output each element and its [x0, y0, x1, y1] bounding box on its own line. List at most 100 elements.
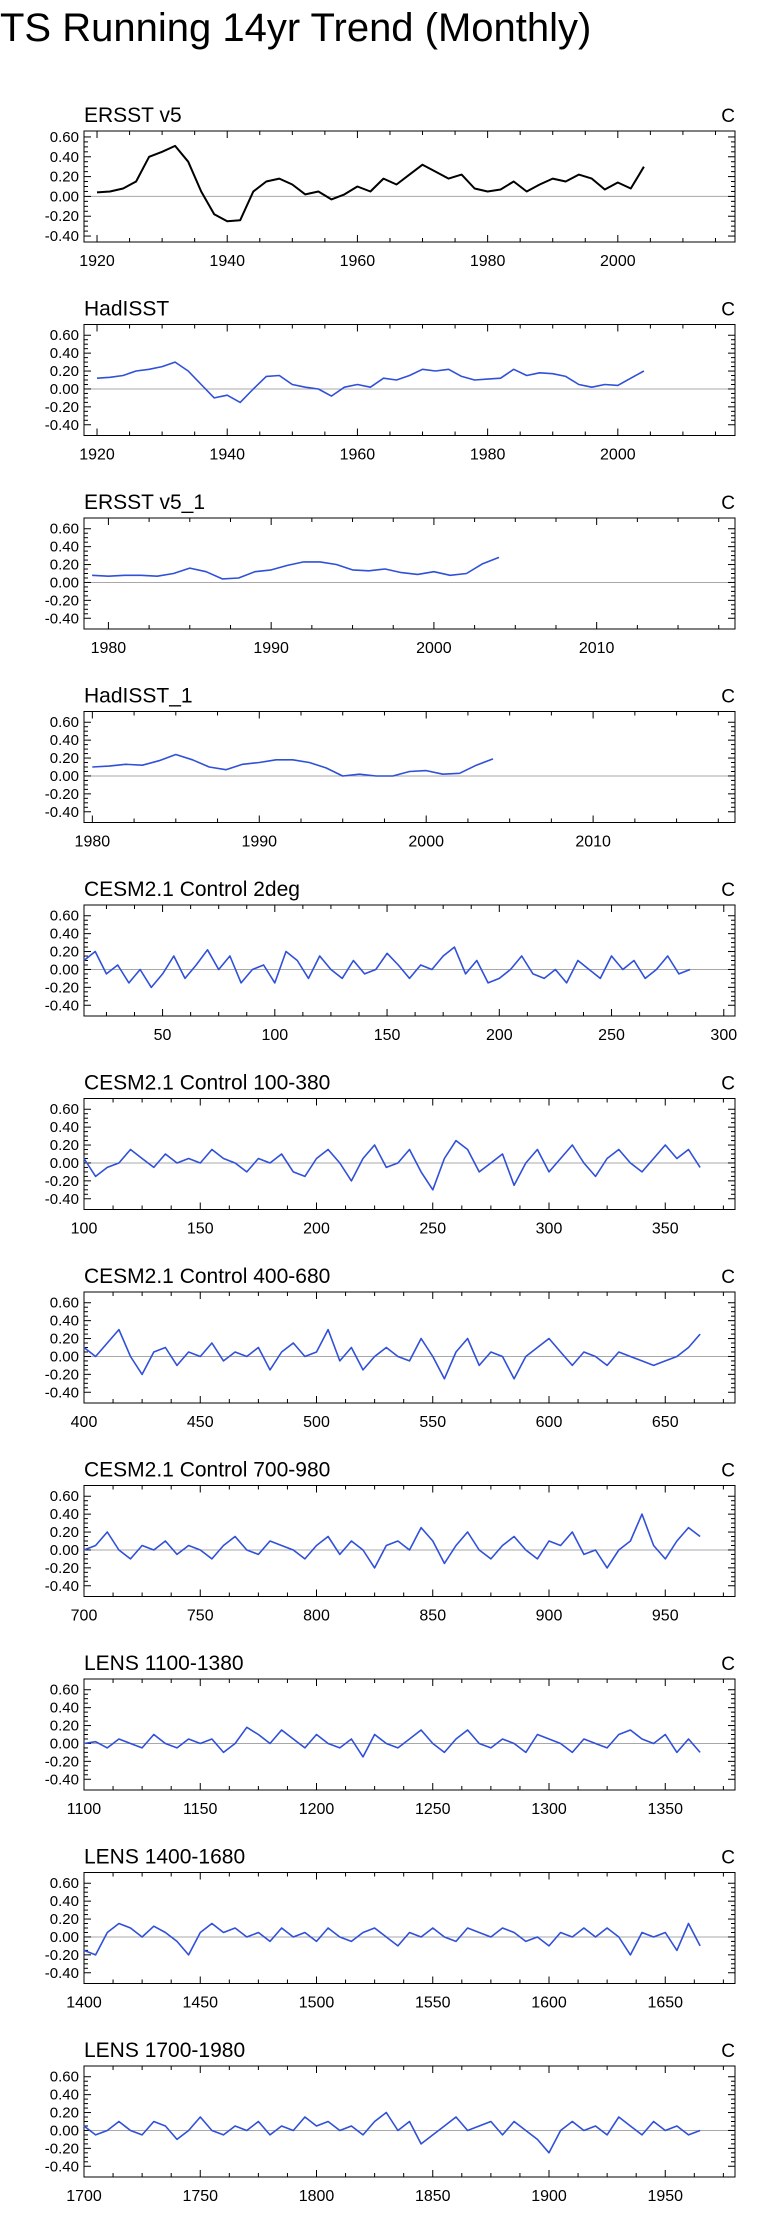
panel-title: HadISST: [84, 298, 169, 321]
x-tick-label: 150: [374, 1027, 401, 1044]
y-tick-label: 0.60: [50, 129, 79, 146]
x-tick-label: 1650: [647, 1995, 683, 2012]
y-tick-label: -0.40: [45, 1771, 79, 1788]
y-tick-label: -0.20: [45, 1173, 79, 1190]
y-tick-label: -0.20: [45, 1947, 79, 1964]
y-tick-label: -0.20: [45, 1753, 79, 1770]
y-tick-label: 0.40: [50, 1700, 79, 1717]
x-tick-label: 1900: [531, 2188, 567, 2205]
x-tick-label: 100: [71, 1221, 98, 1238]
y-tick-label: 0.40: [50, 345, 79, 362]
x-tick-label: 350: [652, 1221, 679, 1238]
units-label: C: [721, 1267, 735, 1288]
y-tick-label: 0.40: [50, 149, 79, 166]
x-tick-label: 1980: [91, 640, 127, 657]
y-tick-label: -0.20: [45, 979, 79, 996]
x-tick-label: 1150: [183, 1801, 218, 1818]
y-tick-label: -0.40: [45, 2158, 79, 2175]
x-tick-label: 1700: [66, 2188, 102, 2205]
y-tick-label: 0.60: [50, 1875, 79, 1892]
x-tick-label: 2000: [408, 834, 444, 851]
y-tick-label: -0.40: [45, 804, 79, 821]
x-tick-label: 300: [536, 1221, 563, 1238]
y-tick-label: 0.20: [50, 1718, 79, 1735]
x-tick-label: 650: [652, 1414, 679, 1431]
y-tick-label: -0.20: [45, 1366, 79, 1383]
units-label: C: [721, 1654, 735, 1675]
y-tick-label: 0.00: [50, 1929, 79, 1946]
y-tick-label: -0.20: [45, 786, 79, 803]
x-tick-label: 1980: [75, 834, 111, 851]
x-tick-label: 700: [71, 1608, 98, 1625]
x-tick-label: 950: [652, 1608, 679, 1625]
units-label: C: [721, 300, 735, 321]
panel-title: LENS 1100-1380: [84, 1652, 244, 1675]
y-tick-label: 0.00: [50, 2122, 79, 2139]
x-tick-label: 1800: [299, 2188, 335, 2205]
plot-frame: [83, 711, 736, 823]
y-tick-label: -0.40: [45, 417, 79, 434]
panel-title: LENS 1700-1980: [84, 2039, 245, 2062]
x-tick-label: 1960: [340, 253, 376, 270]
plot-frame: [83, 517, 736, 630]
series-line: [92, 556, 500, 580]
x-tick-label: 1920: [79, 253, 115, 270]
series-line: [83, 1922, 701, 1956]
y-tick-label: 0.20: [50, 363, 79, 380]
x-tick-label: 250: [419, 1221, 446, 1238]
x-tick-label: 850: [419, 1608, 446, 1625]
x-tick-label: 800: [303, 1608, 330, 1625]
x-tick-label: 1940: [209, 447, 245, 464]
y-tick-label: 0.60: [50, 1488, 79, 1505]
y-tick-label: 0.60: [50, 327, 79, 344]
x-tick-label: 1100: [67, 1801, 102, 1818]
x-tick-label: 450: [187, 1414, 214, 1431]
y-tick-label: 0.40: [50, 2087, 79, 2104]
y-tick-label: 0.40: [50, 1119, 79, 1136]
series-line: [83, 946, 691, 989]
plot-frame: [83, 904, 736, 1017]
x-tick-label: 100: [261, 1027, 288, 1044]
x-tick-label: 500: [303, 1414, 330, 1431]
x-tick-label: 1750: [182, 2188, 218, 2205]
x-tick-label: 2010: [579, 640, 615, 657]
y-tick-label: 0.00: [50, 961, 79, 978]
units-label: C: [721, 880, 735, 901]
x-tick-label: 200: [486, 1027, 513, 1044]
x-tick-label: 250: [598, 1027, 625, 1044]
y-tick-label: 0.00: [50, 1155, 79, 1172]
y-tick-label: 0.00: [50, 188, 79, 205]
y-tick-label: 0.00: [50, 768, 79, 785]
y-tick-label: 0.20: [50, 1137, 79, 1154]
series-line: [83, 1328, 701, 1380]
y-tick-label: 0.20: [50, 2105, 79, 2122]
series-line: [83, 1513, 701, 1569]
x-tick-label: 1350: [647, 1801, 683, 1818]
x-tick-label: 550: [419, 1414, 446, 1431]
x-tick-label: 900: [536, 1608, 563, 1625]
plot-frame: [83, 324, 736, 436]
y-tick-label: 0.00: [50, 1348, 79, 1365]
units-label: C: [721, 1074, 735, 1095]
x-tick-label: 1950: [647, 2188, 683, 2205]
y-tick-label: 0.00: [50, 1542, 79, 1559]
x-tick-label: 1920: [79, 447, 115, 464]
series-line: [96, 144, 645, 223]
x-tick-label: 150: [187, 1221, 214, 1238]
y-tick-label: 0.20: [50, 1911, 79, 1928]
x-tick-label: 1980: [470, 447, 506, 464]
panel-title: CESM2.1 Control 2deg: [84, 878, 300, 901]
y-tick-label: 0.20: [50, 1331, 79, 1348]
units-label: C: [721, 2041, 735, 2062]
y-tick-label: -0.40: [45, 1191, 79, 1208]
series-line: [92, 753, 494, 777]
y-tick-label: -0.20: [45, 208, 79, 225]
x-tick-label: 50: [154, 1027, 172, 1044]
y-tick-label: 0.60: [50, 714, 79, 731]
x-tick-label: 1400: [66, 1995, 102, 2012]
x-tick-label: 1990: [241, 834, 277, 851]
y-tick-label: 0.60: [50, 1295, 79, 1312]
y-tick-label: 0.60: [50, 1682, 79, 1699]
y-tick-label: 0.40: [50, 1893, 79, 1910]
